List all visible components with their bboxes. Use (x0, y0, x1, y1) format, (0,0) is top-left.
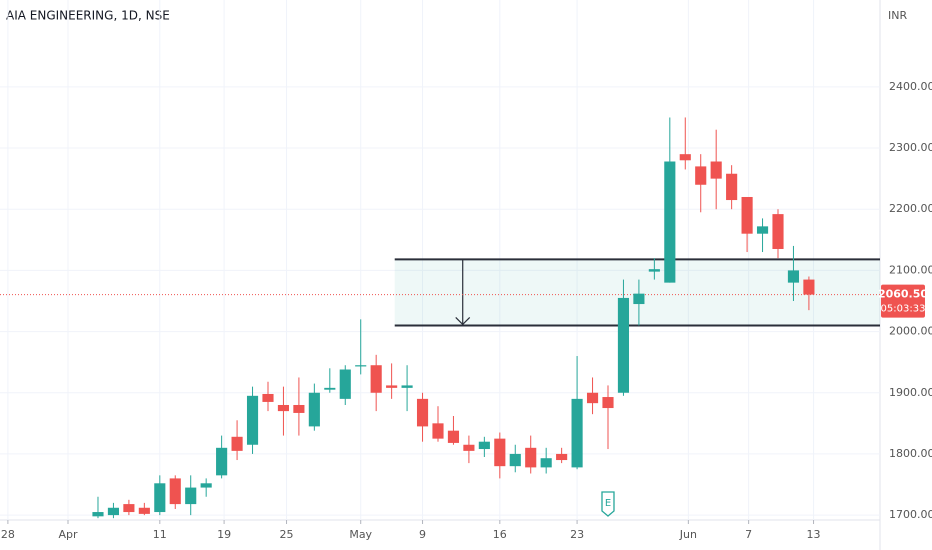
candle-body (432, 423, 444, 439)
candle-body (648, 269, 660, 272)
candle-body (231, 436, 243, 451)
candle-body (308, 392, 320, 427)
chart-title: AIA ENGINEERING, 1D, NSE (6, 9, 170, 23)
x-tick-label: 19 (217, 528, 231, 541)
candle-body (324, 387, 336, 390)
x-tick-label: 13 (807, 528, 821, 541)
zone (394, 259, 880, 326)
candle-body (293, 404, 305, 413)
candle-body (416, 398, 429, 427)
candle-body (246, 395, 259, 445)
y-tick-label: 2100.00 (889, 263, 932, 276)
candle-body (386, 385, 398, 388)
candle-body (695, 166, 707, 185)
countdown-label: 05:03:33 (881, 304, 926, 315)
earnings-marker (601, 491, 615, 517)
y-tick-label: 1800.00 (889, 447, 932, 460)
y-tick-label: 2000.00 (889, 325, 932, 338)
candle-body (556, 453, 568, 461)
x-tick-label: 16 (493, 528, 507, 541)
y-tick-label: 2200.00 (889, 202, 932, 215)
candle-body (138, 507, 150, 514)
candle-body (355, 365, 367, 367)
candle-body (494, 438, 506, 467)
earnings-label: E (605, 498, 611, 509)
candle-body (277, 404, 290, 412)
candle-body (710, 161, 722, 179)
y-tick-label: 2300.00 (889, 141, 932, 154)
candle-body (586, 392, 599, 404)
candle-body (633, 293, 645, 305)
x-tick-label: 9 (419, 528, 426, 541)
candle-body (571, 398, 583, 468)
candle-body (216, 447, 228, 476)
currency: INR (888, 9, 907, 22)
candle-body (772, 214, 784, 249)
candle-body (787, 270, 800, 283)
candle-body (107, 507, 120, 516)
y-tick-label: 2400.00 (889, 80, 932, 93)
candle-body (540, 458, 552, 468)
x-tick-label: May (349, 528, 372, 541)
x-tick-label: 25 (280, 528, 294, 541)
candle-body (617, 297, 630, 393)
candle-body (679, 154, 691, 161)
x-tick-label: Jun (679, 528, 697, 541)
arrow-head (455, 317, 471, 326)
candle-body (664, 161, 676, 283)
candle-body (339, 369, 351, 399)
candle-body (185, 487, 197, 505)
candle-body (509, 453, 521, 467)
x-tick-label: 11 (153, 528, 167, 541)
candle-body (803, 279, 815, 295)
candle-body (726, 173, 738, 201)
y-tick-label: 1700.00 (889, 508, 932, 521)
last-price-label: 2060.50 (878, 288, 928, 301)
x-tick-label: 7 (745, 528, 752, 541)
candle-body (154, 483, 166, 513)
x-tick-label: 28 (1, 528, 15, 541)
candle-body (200, 483, 212, 488)
candle-body (123, 504, 135, 513)
candle-body (401, 385, 413, 388)
y-tick-label: 1900.00 (889, 386, 932, 399)
last-price-box (881, 284, 925, 318)
candle-body (741, 196, 753, 234)
candle-body (370, 365, 382, 393)
candle-body (169, 478, 181, 505)
x-tick-label: 23 (570, 528, 584, 541)
candle-body (92, 512, 104, 517)
candle-body (756, 226, 769, 234)
candle-body (602, 397, 614, 409)
candle-body (447, 430, 460, 443)
candle-body (478, 441, 490, 450)
candle-body (262, 393, 274, 402)
x-tick-label: Apr (58, 528, 78, 541)
candle-body (525, 447, 537, 468)
candle-body (463, 444, 475, 451)
